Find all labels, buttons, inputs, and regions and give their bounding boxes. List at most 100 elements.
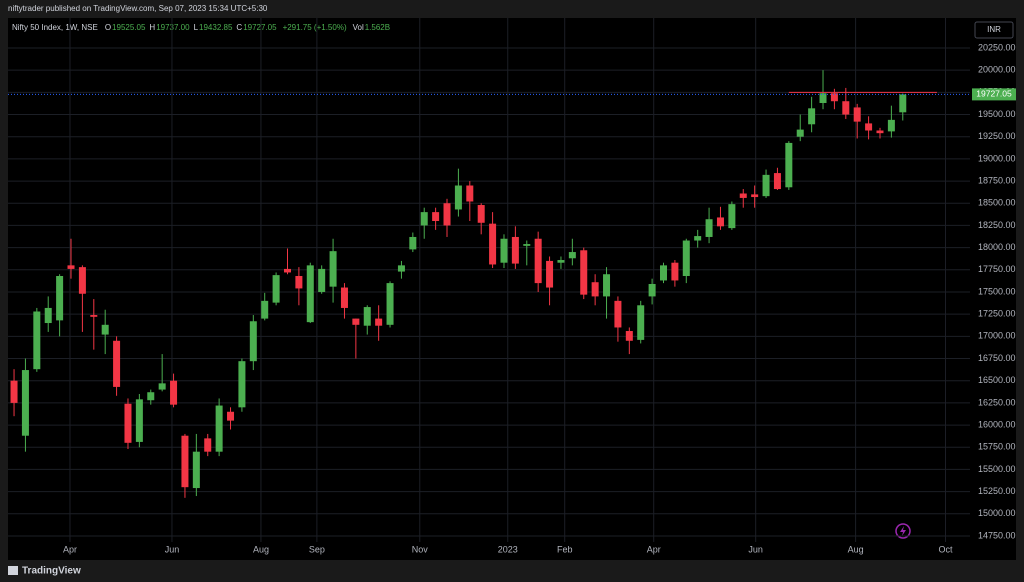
- candle-body: [67, 265, 75, 269]
- legend-value: 19737.00: [156, 23, 190, 32]
- price-axis: [970, 18, 1016, 542]
- candle-body: [808, 108, 816, 125]
- x-tick-label: Sep: [309, 544, 325, 554]
- candle-body: [113, 340, 121, 387]
- candle-body: [352, 318, 360, 325]
- legend-key: Vol: [353, 23, 364, 32]
- legend-value: 19525.05: [112, 23, 146, 32]
- y-tick-label: 14750.00: [978, 530, 1016, 540]
- candle-body: [637, 305, 645, 340]
- logo-mark: [8, 566, 18, 575]
- candle-body: [876, 130, 884, 134]
- y-tick-label: 18000.00: [978, 242, 1016, 252]
- x-tick-label: Apr: [63, 544, 77, 554]
- candle-body: [283, 268, 291, 273]
- y-tick-label: 15500.00: [978, 464, 1016, 474]
- candle-body: [546, 260, 554, 288]
- candle-body: [534, 238, 542, 284]
- candle-body: [409, 236, 417, 250]
- candle-body: [511, 236, 519, 264]
- candle-body: [477, 205, 485, 223]
- candle-body: [796, 129, 804, 137]
- candle-body: [466, 185, 474, 202]
- candle-body: [44, 307, 52, 324]
- candle-body: [773, 173, 781, 190]
- candle-body: [819, 93, 827, 103]
- candle-body: [603, 274, 611, 297]
- grid: [8, 18, 970, 542]
- candle-body: [830, 93, 838, 102]
- y-tick-label: 18750.00: [978, 175, 1016, 185]
- y-tick-label: 18250.00: [978, 220, 1016, 230]
- y-tick-label: 16750.00: [978, 353, 1016, 363]
- x-tick-label: Oct: [938, 544, 953, 554]
- candle-body: [170, 380, 178, 405]
- candle-body: [443, 203, 451, 226]
- candle-body: [887, 119, 895, 132]
- candle-body: [762, 174, 770, 197]
- candle-body: [78, 267, 86, 294]
- candle-body: [716, 217, 724, 227]
- candle-body: [33, 311, 41, 370]
- candle-body: [694, 236, 702, 241]
- y-tick-label: 15750.00: [978, 442, 1016, 452]
- x-tick-label: Aug: [253, 544, 269, 554]
- x-tick-label: Jun: [165, 544, 180, 554]
- candle-body: [682, 240, 690, 277]
- x-tick-label: Aug: [848, 544, 864, 554]
- candle-body: [728, 204, 736, 229]
- x-tick-label: Jun: [748, 544, 763, 554]
- candle-body: [21, 370, 29, 436]
- candle-body: [705, 219, 713, 237]
- currency-box[interactable]: [974, 21, 1014, 39]
- footer: TradingView: [22, 566, 81, 577]
- candle-body: [318, 268, 326, 292]
- candle-body: [614, 300, 622, 328]
- alert-icon[interactable]: [895, 523, 911, 539]
- candle-body: [625, 331, 633, 341]
- y-tick-label: 17750.00: [978, 264, 1016, 274]
- candle-body: [329, 251, 337, 287]
- candle-body: [865, 123, 873, 131]
- candle-body: [432, 212, 440, 221]
- candle-body: [10, 380, 18, 403]
- candle-body: [899, 94, 907, 113]
- candle-body: [90, 315, 98, 317]
- legend-value: 19432.85: [199, 23, 233, 32]
- candle-body: [489, 223, 497, 265]
- legend-title: Nifty 50 Index, 1W, NSE: [12, 23, 98, 32]
- price-tag: [972, 88, 1016, 101]
- candle-body: [420, 212, 428, 226]
- y-tick-label: 20000.00: [978, 65, 1016, 75]
- candle-body: [557, 260, 565, 263]
- candle-body: [227, 411, 235, 421]
- candle-body: [523, 244, 531, 246]
- currency: INR: [987, 25, 1001, 34]
- legend-key: L: [194, 23, 199, 32]
- candle-body: [101, 324, 109, 335]
- candle-body: [56, 276, 64, 321]
- x-tick-label: 2023: [498, 544, 518, 554]
- legend-key: H: [149, 23, 155, 32]
- candle-body: [181, 435, 189, 488]
- footer-logo: [8, 566, 18, 575]
- y-tick-label: 16250.00: [978, 397, 1016, 407]
- candle-body: [375, 318, 383, 326]
- candle-body: [295, 276, 303, 289]
- candle-body: [363, 307, 371, 326]
- alert-bolt: [900, 526, 906, 536]
- candle-body: [580, 250, 588, 295]
- time-axis: [8, 542, 1016, 560]
- legend-value: 19727.05: [243, 23, 277, 32]
- candle-body: [751, 194, 759, 198]
- x-tick-label: Nov: [412, 544, 429, 554]
- candle-body: [659, 265, 667, 281]
- y-tick-label: 15250.00: [978, 486, 1016, 496]
- header: niftytrader published on TradingView.com…: [8, 4, 268, 13]
- candle-body: [500, 238, 508, 263]
- y-tick-label: 18500.00: [978, 198, 1016, 208]
- candle-body: [386, 283, 394, 325]
- candle-body: [591, 282, 599, 297]
- x-tick-label: Feb: [557, 544, 573, 554]
